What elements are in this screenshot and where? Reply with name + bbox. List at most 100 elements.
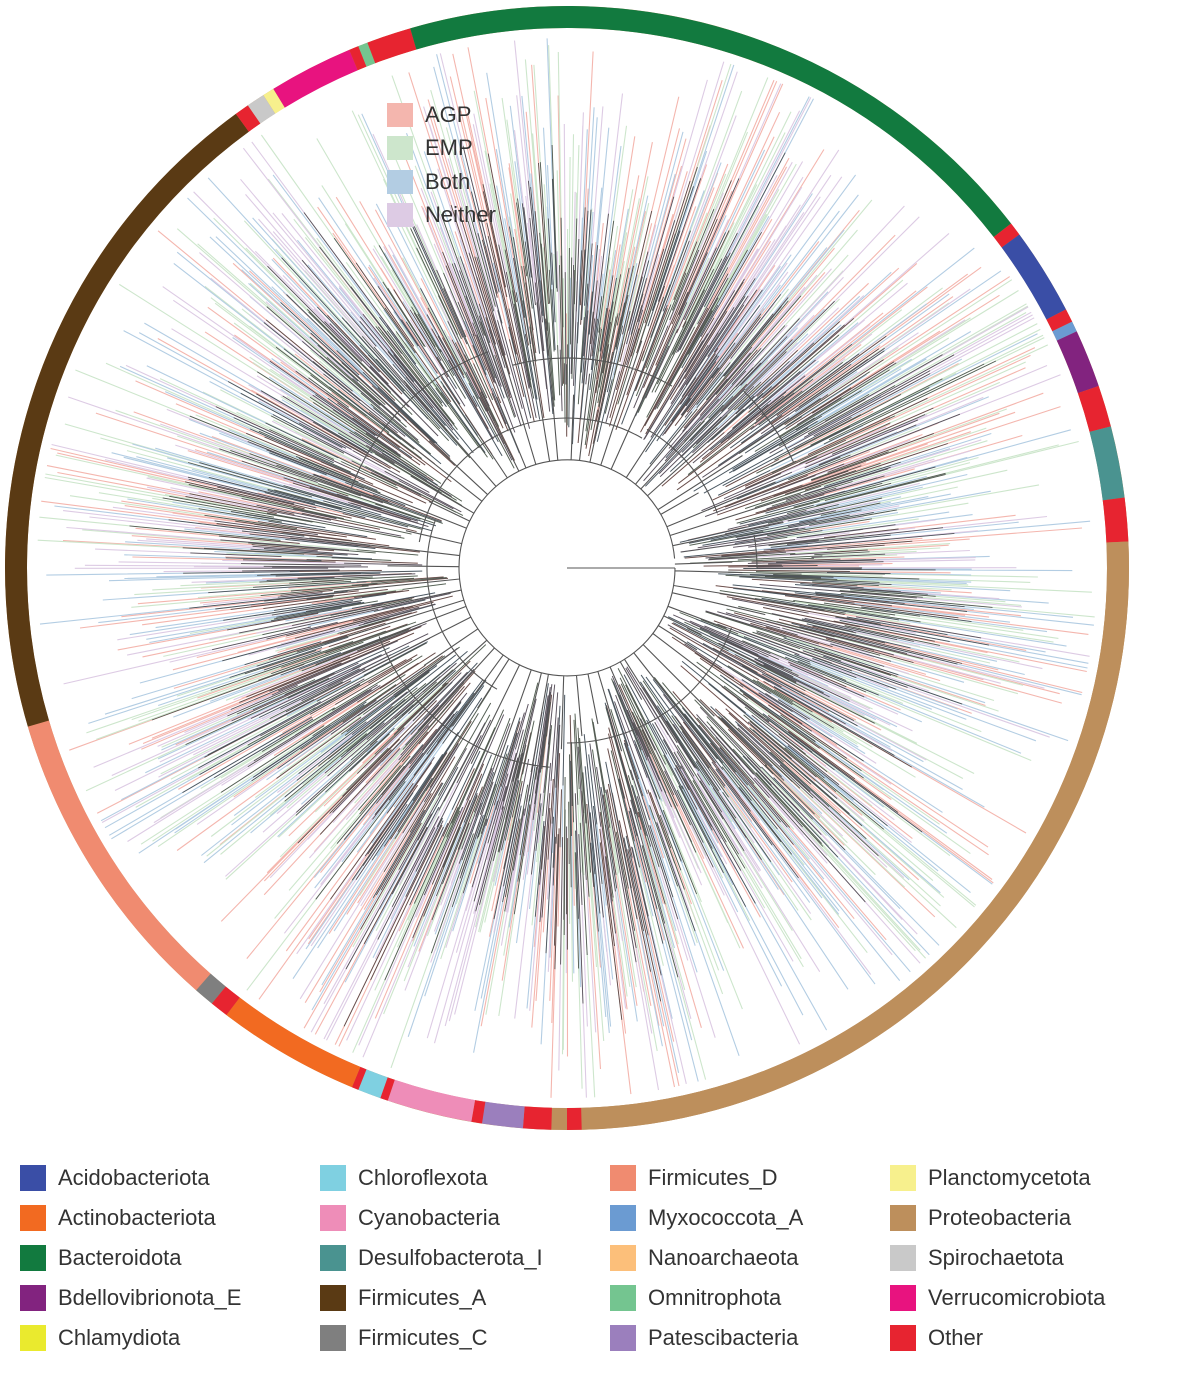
legend-swatch	[20, 1165, 46, 1191]
legend-swatch	[320, 1205, 346, 1231]
ring-segment	[211, 986, 240, 1016]
phylum-legend: Acidobacteriota Actinobacteriota Bactero…	[20, 1162, 1200, 1362]
legend-swatch	[20, 1285, 46, 1311]
legend-label: EMP	[425, 135, 473, 161]
legend-swatch	[610, 1205, 636, 1231]
phylogenetic-tree	[5, 6, 1130, 1130]
phylum-legend-item: Planctomycetota	[890, 1162, 1091, 1194]
legend-label: Firmicutes_C	[358, 1325, 488, 1350]
ring-segment	[471, 1100, 486, 1124]
ring-segment	[1052, 321, 1077, 341]
phylum-legend-item: Myxococcota_A	[610, 1202, 803, 1234]
legend-swatch	[890, 1165, 916, 1191]
legend-swatch	[387, 203, 413, 228]
legend-swatch	[610, 1245, 636, 1271]
legend-label: Bdellovibrionota_E	[58, 1285, 242, 1310]
phylum-legend-item: Omnitrophota	[610, 1282, 781, 1314]
legend-swatch	[610, 1165, 636, 1191]
legend-label: AGP	[425, 101, 472, 127]
legend-label: Verrucomicrobiota	[928, 1285, 1106, 1310]
legend-label: Cyanobacteria	[358, 1205, 500, 1230]
legend-swatch	[387, 102, 413, 127]
sample-legend-item: AGP	[387, 98, 496, 132]
legend-swatch	[890, 1245, 916, 1271]
legend-label: Myxococcota_A	[648, 1205, 804, 1230]
sample-legend-item: EMP	[387, 132, 496, 166]
legend-label: Patescibacteria	[648, 1325, 799, 1350]
legend-label: Bacteroidota	[58, 1245, 182, 1270]
ring-segment	[27, 720, 211, 991]
legend-swatch	[20, 1245, 46, 1271]
legend-swatch	[387, 136, 413, 161]
phylum-legend-item: Patescibacteria	[610, 1322, 798, 1354]
legend-label: Nanoarchaeota	[648, 1245, 799, 1270]
legend-swatch	[890, 1325, 916, 1351]
legend-label: Spirochaetota	[928, 1245, 1064, 1270]
ring-segment	[522, 1106, 552, 1130]
phylum-ring	[5, 6, 1130, 1130]
ring-segment	[1106, 541, 1130, 569]
phylum-legend-item: Chlamydiota	[20, 1322, 180, 1354]
phylum-legend-item: Firmicutes_C	[320, 1322, 488, 1354]
legend-label: Acidobacteriota	[58, 1165, 210, 1190]
ring-segment	[351, 1066, 367, 1090]
legend-swatch	[890, 1285, 916, 1311]
legend-swatch	[387, 169, 413, 194]
ring-segment	[263, 88, 285, 114]
legend-swatch	[320, 1245, 346, 1271]
legend-swatch	[890, 1205, 916, 1231]
legend-swatch	[20, 1325, 46, 1351]
phylum-legend-item: Firmicutes_D	[610, 1162, 778, 1194]
ring-segment	[358, 42, 376, 67]
phylum-legend-item: Bdellovibrionota_E	[20, 1282, 241, 1314]
legend-label: Omnitrophota	[648, 1285, 782, 1310]
ring-segment	[247, 95, 276, 124]
legend-label: Chlamydiota	[58, 1325, 181, 1350]
sample-legend: AGP EMP Both Neither	[387, 98, 496, 232]
ring-segment	[410, 6, 1012, 238]
phylum-legend-item: Spirochaetota	[890, 1242, 1064, 1274]
legend-swatch	[320, 1285, 346, 1311]
tree-skeleton	[309, 317, 825, 820]
ring-segment	[380, 1077, 395, 1101]
ring-segment	[1102, 497, 1129, 543]
legend-label: Actinobacteriota	[58, 1205, 216, 1230]
sample-legend-item: Neither	[387, 199, 496, 233]
internal-branches	[129, 144, 997, 1027]
legend-label: Firmicutes_D	[648, 1165, 778, 1190]
phylum-legend-item: Cyanobacteria	[320, 1202, 500, 1234]
legend-swatch	[610, 1285, 636, 1311]
ring-segment	[273, 49, 358, 108]
ring-segment	[196, 973, 226, 1004]
phylum-legend-item: Actinobacteriota	[20, 1202, 216, 1234]
sample-legend-item: Both	[387, 165, 496, 199]
legend-swatch	[610, 1325, 636, 1351]
legend-label: Planctomycetota	[928, 1165, 1091, 1190]
phylum-legend-item: Bacteroidota	[20, 1242, 182, 1274]
legend-label: Neither	[425, 202, 496, 228]
ring-segment	[387, 1079, 476, 1122]
tree-branches	[37, 38, 1095, 1098]
ring-segment	[481, 1101, 525, 1129]
ring-segment	[5, 113, 249, 727]
legend-swatch	[20, 1205, 46, 1231]
phylum-legend-item: Acidobacteriota	[20, 1162, 210, 1194]
legend-label: Firmicutes_A	[358, 1285, 487, 1310]
legend-label: Other	[928, 1325, 984, 1350]
phylum-legend-item: Proteobacteria	[890, 1202, 1071, 1234]
phylum-legend-item: Nanoarchaeota	[610, 1242, 798, 1274]
ring-segment	[349, 46, 367, 71]
legend-label: Proteobacteria	[928, 1205, 1072, 1230]
ring-segment	[1077, 385, 1111, 432]
phylum-legend-item: Desulfobacterota_I	[320, 1242, 543, 1274]
ring-segment	[226, 997, 361, 1088]
legend-swatch	[320, 1165, 346, 1191]
phylum-legend-item: Chloroflexota	[320, 1162, 488, 1194]
ring-segment	[1056, 331, 1099, 394]
ring-segment	[1046, 309, 1073, 332]
ring-segment	[367, 28, 417, 64]
ring-segment	[581, 567, 1129, 1130]
legend-label: Chloroflexota	[358, 1165, 488, 1190]
ring-segment	[235, 105, 261, 132]
tree-backbone	[309, 317, 825, 820]
